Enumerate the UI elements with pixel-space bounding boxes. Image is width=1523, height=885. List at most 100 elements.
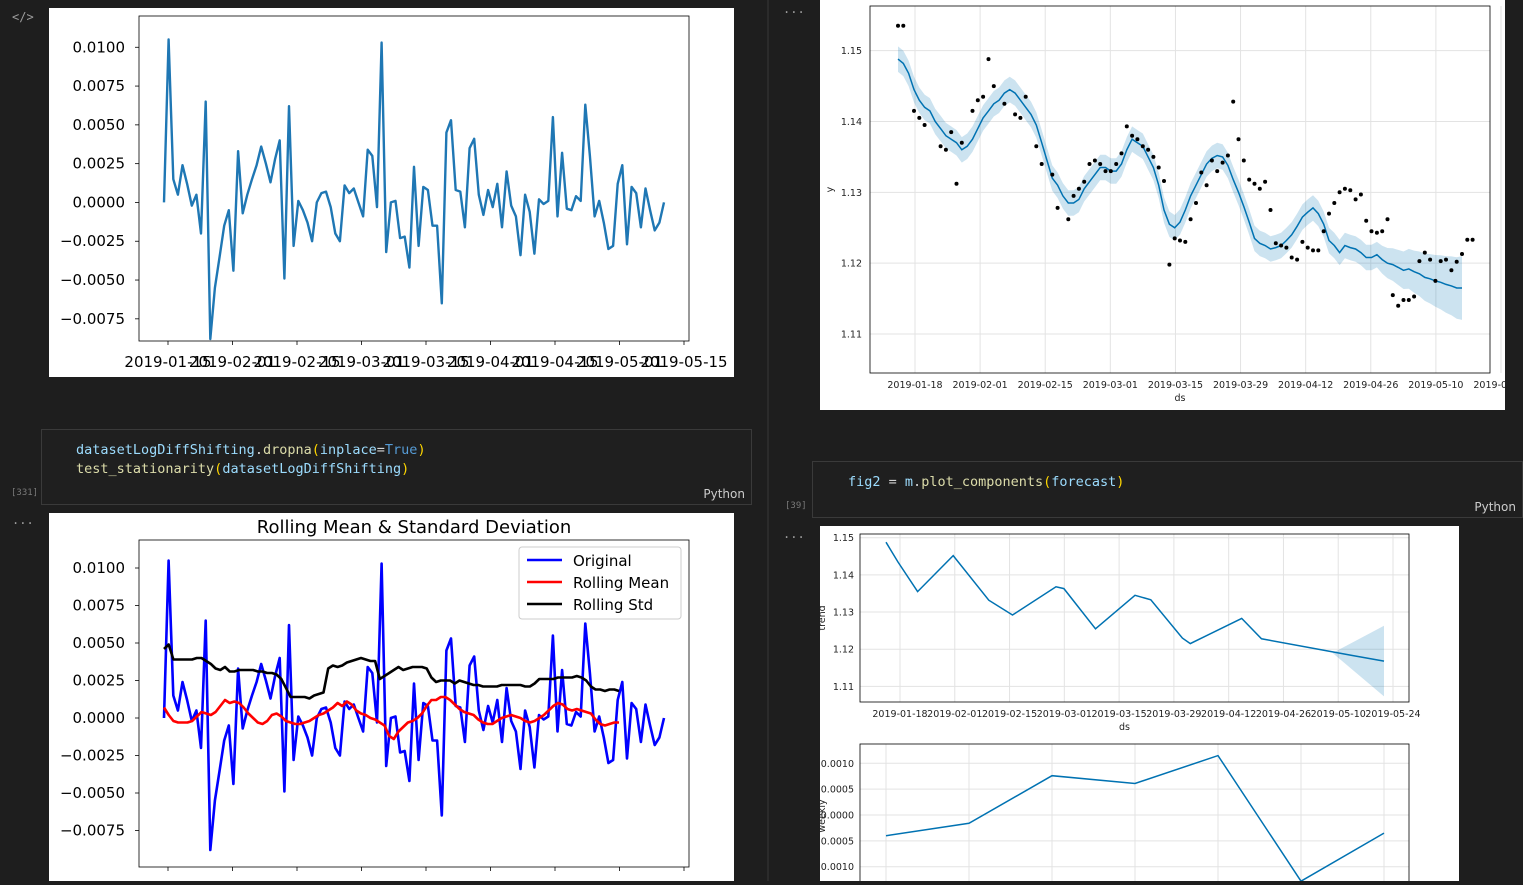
observed-point — [1140, 144, 1145, 149]
code-token: m — [904, 474, 914, 490]
x-tick-label: 2019-04-26 — [1256, 709, 1311, 720]
observed-point — [1305, 245, 1310, 250]
y-tick-label: −0.0005 — [820, 836, 854, 847]
observed-point — [1348, 188, 1353, 193]
x-tick-label: 2019-02-15 — [253, 353, 340, 371]
observed-point — [1130, 133, 1135, 138]
output-menu-icon[interactable]: ... — [783, 527, 805, 541]
observed-point — [1034, 144, 1039, 149]
cell-language-label[interactable]: Python — [1474, 500, 1516, 514]
left-notebook-pane: </> 0.0100 0.0075 0.0050 0.0025 0.0000 −0.002… — [11, 8, 752, 881]
code-toggle-icon[interactable]: </> — [12, 10, 34, 24]
observed-point — [1454, 259, 1459, 264]
observed-point — [1268, 208, 1273, 212]
code-cell-plot-components[interactable]: fig2 = m.plot_components(forecast) Pytho… — [812, 461, 1523, 518]
x-tick-label: 2019-03-15 — [1092, 709, 1147, 720]
observed-point — [1295, 257, 1300, 262]
code-token: = — [376, 442, 385, 458]
observed-point — [1460, 252, 1464, 256]
observed-point — [1342, 186, 1347, 191]
code-token: fig2 — [848, 474, 881, 490]
observed-point — [1119, 151, 1124, 156]
output-menu-icon[interactable]: ... — [783, 2, 805, 16]
observed-point — [1225, 153, 1230, 158]
observed-point — [1124, 124, 1129, 129]
observed-point — [1071, 193, 1076, 198]
observed-point — [949, 130, 954, 135]
components-output: 1.15 1.14 1.13 1.12 1.11 2019-01-18 2019-02-01… — [813, 526, 1459, 885]
observed-point — [1406, 298, 1411, 302]
observed-point — [1135, 137, 1140, 142]
uncertainty-band — [1332, 625, 1384, 697]
observed-point — [1465, 237, 1470, 242]
observed-point — [1401, 298, 1406, 302]
rolling-stats-output: Rolling Mean & Standard Deviation 0.0100 0… — [49, 513, 734, 881]
output-menu-icon[interactable]: ... — [12, 513, 34, 527]
x-tick-label: 2019-01-18 — [887, 380, 942, 391]
observed-point — [1209, 158, 1214, 163]
plot-frame — [869, 5, 1491, 374]
x-tick-label: 2019-03-01 — [318, 353, 405, 371]
code-cell-stationarity[interactable]: datasetLogDiffShifting.dropna(inplace=Tr… — [41, 429, 752, 505]
y-tick-label: 1.15 — [841, 46, 862, 57]
observed-point — [1241, 158, 1246, 163]
observed-point — [1162, 179, 1166, 183]
observed-point — [912, 108, 916, 113]
observed-point — [1396, 303, 1401, 308]
observed-point — [1289, 255, 1294, 260]
y-tick-label: 1.14 — [833, 570, 854, 581]
plot-frame — [859, 743, 1410, 885]
y-tick-label: 1.13 — [833, 608, 854, 619]
x-tick-label: 2019-04-12 — [1201, 709, 1256, 720]
code-token: ) — [1116, 474, 1125, 490]
y-tick-label: 0.0075 — [73, 597, 126, 615]
y-tick-label: 1.12 — [833, 645, 854, 656]
x-tick-label: 2019-04-26 — [1343, 380, 1398, 391]
observed-point — [1300, 239, 1305, 244]
legend-box — [518, 546, 682, 620]
code-token: ( — [214, 461, 223, 477]
observed-point — [917, 115, 922, 120]
observed-point — [1050, 172, 1055, 177]
cell-language-label[interactable]: Python — [703, 487, 745, 501]
y-tick-label: 0.0005 — [821, 785, 854, 796]
code-token: . — [254, 442, 263, 458]
series-line — [162, 695, 619, 741]
y-axis-label: weekly — [820, 799, 828, 833]
observed-point — [1183, 239, 1188, 244]
legend-label: Original — [573, 552, 632, 570]
observed-point — [1204, 183, 1209, 188]
observed-point — [1055, 205, 1060, 210]
observed-point — [1092, 158, 1097, 163]
y-tick-label: 1.13 — [841, 188, 862, 199]
y-tick-label: −0.0010 — [820, 862, 854, 873]
code-token: datasetLogDiffShifting — [222, 461, 402, 477]
observed-point — [1284, 245, 1289, 250]
observed-point — [1108, 169, 1113, 174]
observed-point — [1380, 229, 1385, 234]
observed-point — [1337, 190, 1342, 195]
execution-count: [331] — [11, 488, 39, 498]
code-token: True — [384, 442, 418, 458]
observed-point — [959, 140, 964, 145]
y-tick-label: 1.11 — [841, 330, 862, 341]
y-tick-label: 0.0000 — [73, 193, 126, 211]
x-tick-label: 2019-05-15 — [640, 353, 727, 371]
y-tick-label: −0.0075 — [60, 822, 125, 840]
observed-point — [975, 98, 980, 103]
observed-point — [1103, 169, 1108, 174]
code-line-2: test_stationarity(datasetLogDiffShifting… — [76, 460, 409, 479]
y-tick-label: 1.12 — [841, 259, 862, 270]
pane-divider[interactable] — [767, 0, 769, 881]
series-line — [163, 643, 620, 700]
observed-point — [1194, 201, 1198, 205]
y-axis-label: y — [825, 186, 836, 192]
diff-series-chart: 0.0100 0.0075 0.0050 0.0025 0.0000 −0.0025 −0.… — [60, 15, 728, 371]
x-tick-label: 2019-05-24 — [1473, 380, 1505, 391]
code-token: . — [913, 474, 922, 490]
observed-point — [1188, 217, 1193, 222]
plot-frame — [859, 533, 1410, 703]
x-tick-label: 2019-05-24 — [1365, 709, 1420, 720]
observed-point — [1412, 294, 1417, 299]
legend-label: Rolling Std — [573, 596, 653, 614]
